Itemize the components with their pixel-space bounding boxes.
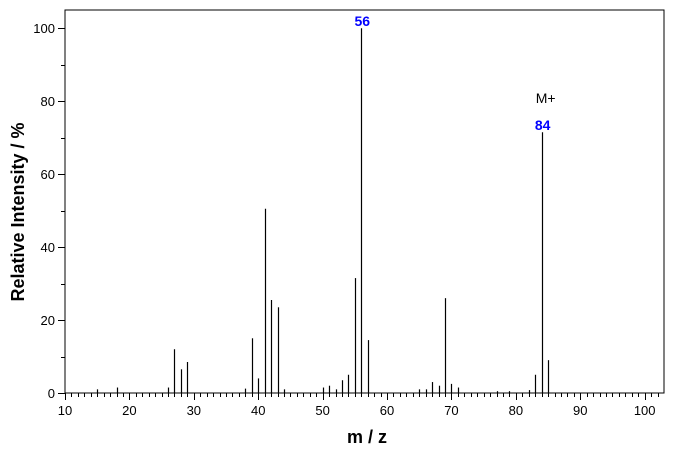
y-tick-label-100: 100 — [33, 21, 55, 36]
x-tick-label-90: 90 — [573, 403, 587, 418]
x-tick-label-50: 50 — [315, 403, 329, 418]
x-tick-label-70: 70 — [444, 403, 458, 418]
y-tick-label-80: 80 — [41, 94, 55, 109]
x-axis-title: m / z — [347, 427, 387, 447]
plot-frame — [64, 9, 665, 394]
x-tick-label-10: 10 — [58, 403, 72, 418]
y-axis-title: Relative Intensity / % — [8, 122, 28, 301]
x-tick-label-40: 40 — [251, 403, 265, 418]
y-tick-label-60: 60 — [41, 167, 55, 182]
x-tick-label-30: 30 — [187, 403, 201, 418]
x-tick-label-60: 60 — [380, 403, 394, 418]
x-axis-ticks: 10 20 30 40 50 60 70 80 90 100 — [58, 393, 659, 418]
y-tick-label-0: 0 — [48, 386, 55, 401]
y-axis-ticks: 0 20 40 60 80 100 — [33, 21, 65, 401]
y-tick-label-20: 20 — [41, 313, 55, 328]
peak-label-84: 84 — [535, 117, 551, 133]
x-tick-label-20: 20 — [122, 403, 136, 418]
peak-labels: 56 84 M+ — [354, 13, 555, 133]
peak-bars — [96, 28, 550, 393]
peak-label-56: 56 — [354, 13, 370, 29]
y-tick-label-40: 40 — [41, 240, 55, 255]
x-tick-label-80: 80 — [509, 403, 523, 418]
x-tick-label-100: 100 — [634, 403, 656, 418]
molecular-ion-annotation: M+ — [536, 90, 556, 106]
